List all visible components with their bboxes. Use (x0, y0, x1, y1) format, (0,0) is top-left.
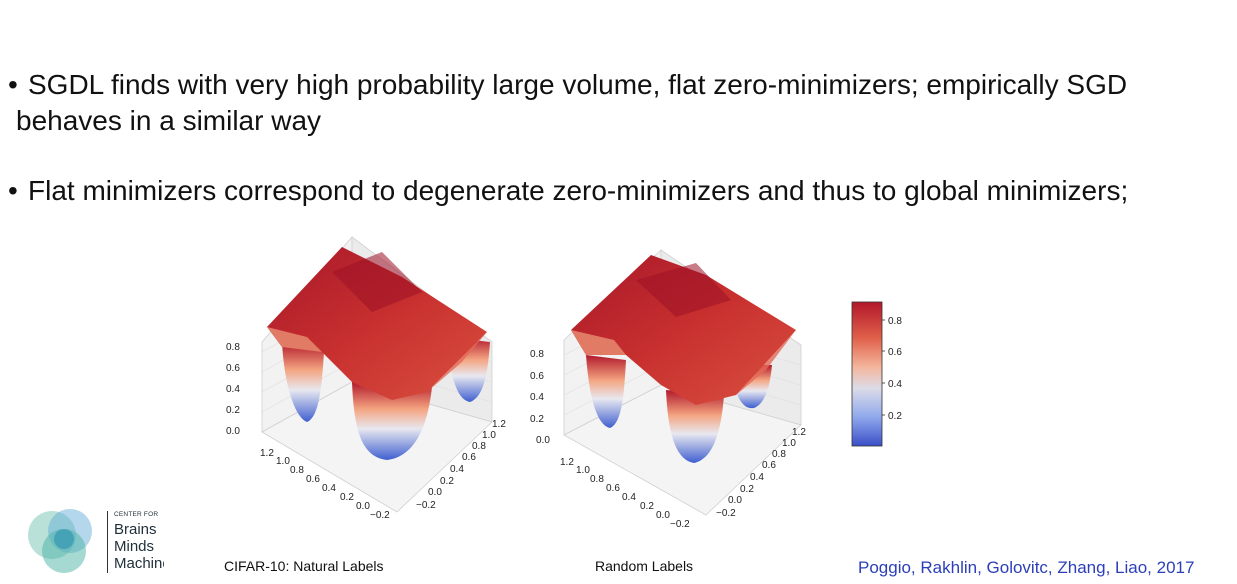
y-tick-label: 0.4 (450, 464, 464, 475)
logo-divider (107, 511, 108, 573)
y-tick-label: 0.0 (428, 487, 442, 498)
logo-text-line: Minds (114, 538, 155, 555)
logo-graphic-icon (28, 509, 92, 573)
bullet-mark: • (8, 175, 18, 206)
colorbar-tick-label: 0.2 (888, 411, 902, 422)
logo-text-line: Brains (114, 521, 157, 538)
z-tick-label: 0.4 (530, 392, 544, 403)
x-tick-label: 0.6 (606, 483, 620, 494)
logo-text-line: Machines (114, 555, 164, 572)
colorbar-tick-label: 0.6 (888, 347, 902, 358)
surface-plot-natural-labels: 0.8 0.6 0.4 0.2 0.0 1.2 1.0 0.8 0.6 0.4 … (222, 232, 522, 527)
surface-well (352, 382, 432, 460)
x-tick-label: −0.2 (670, 519, 690, 530)
y-tick-label: 0.0 (728, 495, 742, 506)
x-tick-label: 1.0 (576, 465, 590, 476)
bullet-mark: • (8, 69, 18, 100)
x-tick-label: 0.8 (290, 465, 304, 476)
x-axis-ticks: 1.2 1.0 0.8 0.6 0.4 0.2 0.0 −0.2 (560, 457, 690, 530)
y-tick-label: 0.2 (440, 476, 454, 487)
y-tick-label: −0.2 (716, 508, 736, 519)
surface-plateau (571, 255, 796, 405)
y-tick-label: 0.6 (762, 460, 776, 471)
x-tick-label: 0.2 (340, 492, 354, 503)
surface-plateau (267, 247, 487, 400)
figure-caption-random-labels: Random Labels (595, 558, 694, 574)
y-tick-label: 1.2 (492, 419, 506, 430)
y-axis-ticks: 1.2 1.0 0.8 0.6 0.4 0.2 0.0 −0.2 (716, 427, 806, 519)
x-tick-label: −0.2 (370, 510, 390, 521)
bullet-text-line2: behaves in a similar way (16, 105, 322, 136)
z-tick-label: 0.0 (536, 435, 550, 446)
y-tick-label: 0.2 (740, 484, 754, 495)
colorbar: 0.8 0.6 0.4 0.2 (840, 294, 920, 454)
y-tick-label: −0.2 (416, 500, 436, 511)
x-tick-label: 1.0 (276, 456, 290, 467)
z-axis-ticks: 0.8 0.6 0.4 0.2 0.0 (530, 349, 550, 446)
x-tick-label: 0.8 (590, 474, 604, 485)
logo-small-text: CENTER FOR (114, 511, 159, 518)
colorbar-tick-label: 0.8 (888, 316, 902, 327)
cbmm-logo: CENTER FOR Brains Minds Machines (24, 503, 174, 579)
surface-plot-svg: 0.8 0.6 0.4 0.2 0.0 1.2 1.0 0.8 0.6 0.4 … (226, 235, 506, 521)
z-tick-label: 0.4 (226, 384, 240, 395)
x-tick-label: 0.0 (656, 510, 670, 521)
y-tick-label: 0.8 (772, 449, 786, 460)
z-tick-label: 0.2 (530, 414, 544, 425)
citation: Poggio, Rakhlin, Golovitc, Zhang, Liao, … (858, 558, 1195, 577)
bullet-text-line1: SGDL finds with very high probability la… (28, 69, 1128, 100)
z-axis-ticks: 0.8 0.6 0.4 0.2 0.0 (226, 342, 240, 437)
z-tick-label: 0.0 (226, 426, 240, 437)
bullet-point-sgdl: • SGDL finds with very high probability l… (8, 67, 1208, 139)
x-tick-label: 0.2 (640, 501, 654, 512)
surface-plot-random-labels: 0.8 0.6 0.4 0.2 0.0 1.2 1.0 0.8 0.6 0.4 … (526, 245, 820, 530)
bullet-point-flat-minimizers: • Flat minimizers correspond to degenerat… (8, 173, 1208, 209)
y-tick-label: 0.6 (462, 452, 476, 463)
colorbar-svg: 0.8 0.6 0.4 0.2 (851, 301, 902, 447)
z-tick-label: 0.2 (226, 405, 240, 416)
y-tick-label: 1.2 (792, 427, 806, 438)
x-tick-label: 0.4 (322, 483, 336, 494)
y-tick-label: 0.4 (750, 472, 764, 483)
z-tick-label: 0.8 (226, 342, 240, 353)
x-tick-label: 0.6 (306, 474, 320, 485)
colorbar-tick-label: 0.4 (888, 379, 902, 390)
x-tick-label: 0.0 (356, 501, 370, 512)
x-axis-ticks: 1.2 1.0 0.8 0.6 0.4 0.2 0.0 −0.2 (260, 448, 390, 521)
colorbar-gradient (851, 301, 883, 447)
x-tick-label: 1.2 (560, 457, 574, 468)
y-tick-label: 1.0 (782, 438, 796, 449)
bullet-text: Flat minimizers correspond to degenerate… (28, 175, 1129, 206)
z-tick-label: 0.6 (226, 363, 240, 374)
z-tick-label: 0.6 (530, 371, 544, 382)
y-axis-ticks: 1.2 1.0 0.8 0.6 0.4 0.2 0.0 −0.2 (416, 419, 506, 511)
z-tick-label: 0.8 (530, 349, 544, 360)
y-tick-label: 0.8 (472, 441, 486, 452)
y-tick-label: 1.0 (482, 430, 496, 441)
figure-caption-natural-labels: CIFAR-10: Natural Labels (224, 558, 384, 574)
x-tick-label: 1.2 (260, 448, 274, 459)
surface-plot-svg: 0.8 0.6 0.4 0.2 0.0 1.2 1.0 0.8 0.6 0.4 … (530, 249, 806, 530)
surface-well (282, 342, 324, 422)
surface-well (666, 390, 724, 463)
surface-well (586, 355, 626, 428)
x-tick-label: 0.4 (622, 492, 636, 503)
